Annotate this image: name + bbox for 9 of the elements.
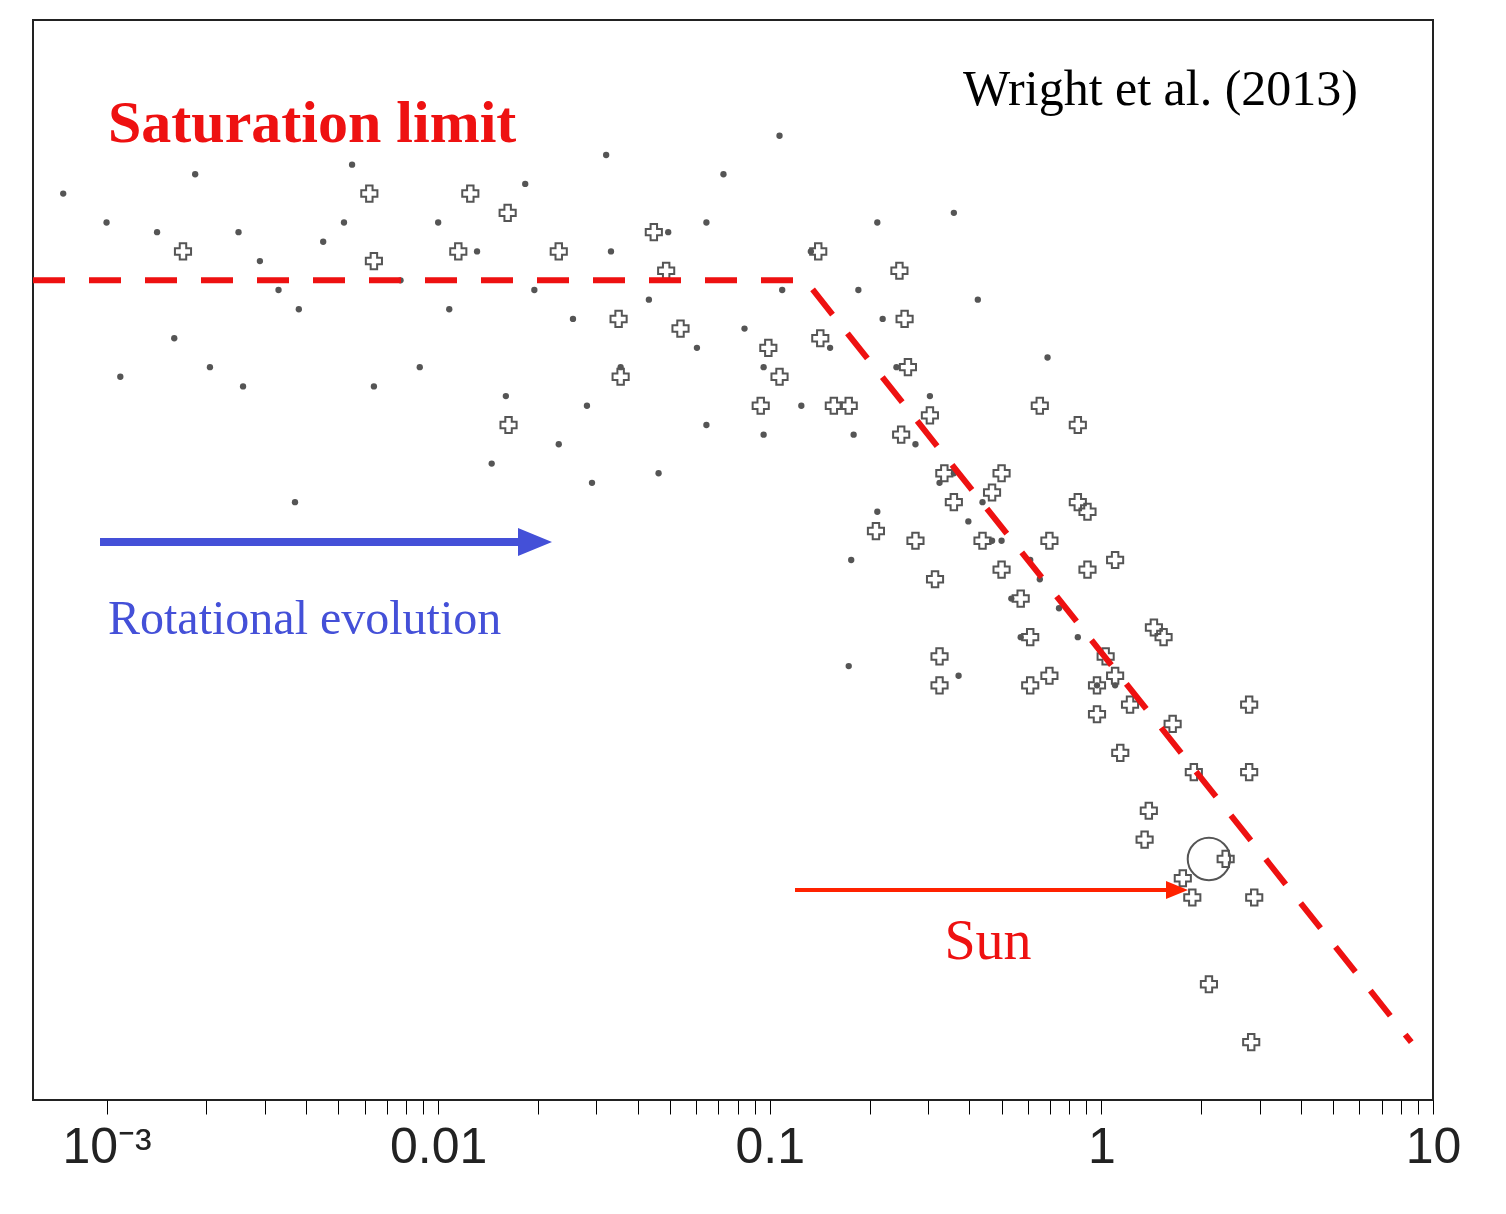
x-tick-label: 0.1 (735, 1117, 806, 1174)
x-tick-label: 1 (1087, 1117, 1116, 1174)
text: Saturation limit (108, 89, 517, 156)
annotation: Rotational evolution (108, 591, 502, 644)
annotation: Sun (944, 909, 1032, 971)
x-tick-label: 10 (1405, 1117, 1462, 1174)
x-tick-label: 10⁻³ (62, 1117, 152, 1174)
text: Wright et al. (2013) (962, 60, 1358, 116)
x-tick-label: 0.01 (390, 1117, 488, 1174)
